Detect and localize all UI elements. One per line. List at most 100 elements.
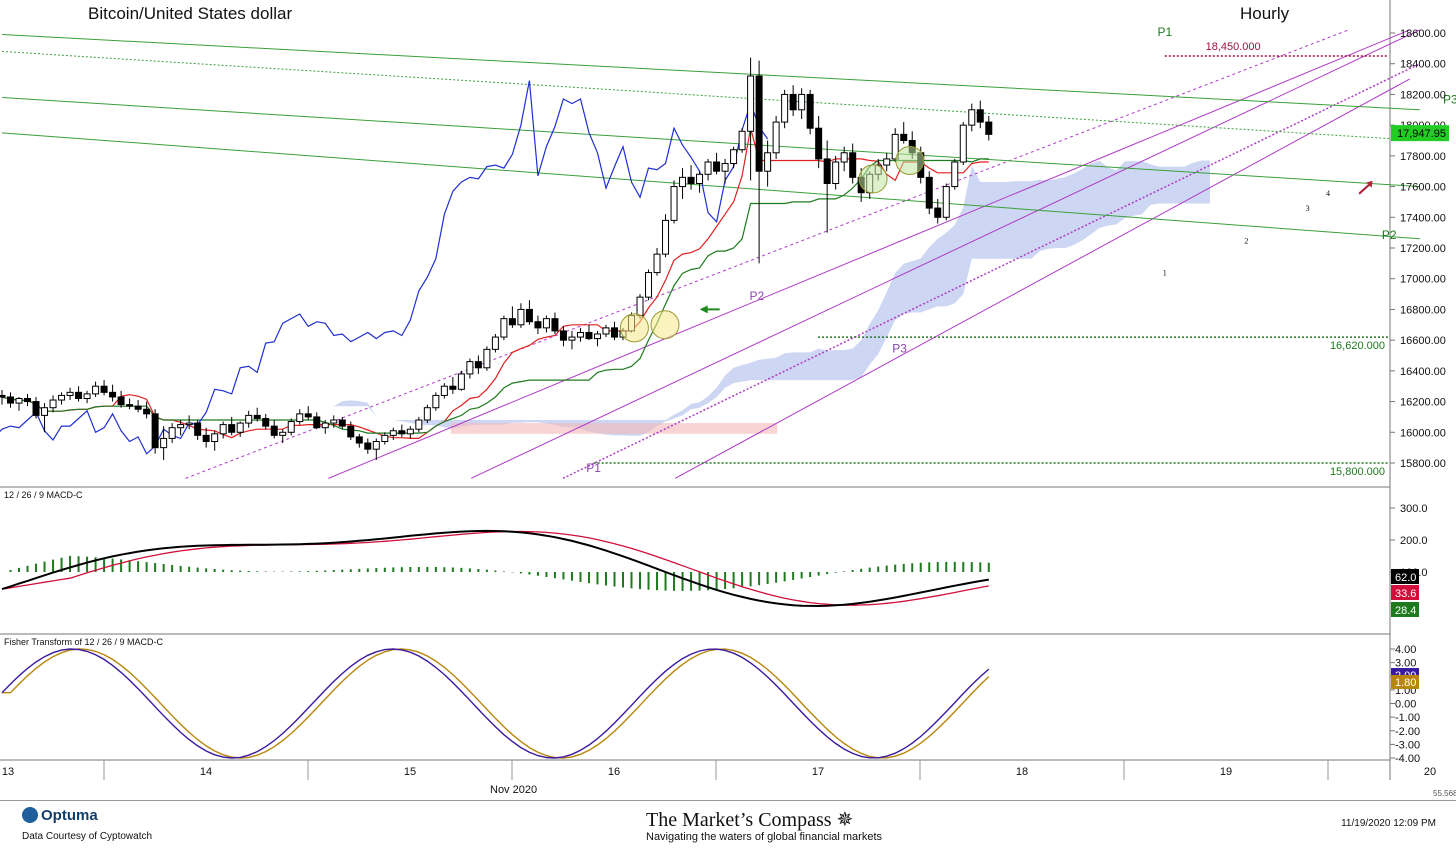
- candle-body: [347, 425, 355, 438]
- candle-body: [185, 422, 193, 426]
- candle-body: [653, 253, 661, 274]
- candle-body: [321, 422, 329, 429]
- candle-body: [542, 318, 550, 329]
- timestamp: 11/19/2020 12:09 PM: [1341, 818, 1436, 829]
- fisher-panel: 4.003.002.001.000.00-1.00-2.00-3.00-4.00…: [1, 644, 1420, 765]
- candle-body: [576, 331, 584, 338]
- macd-value-badge: [1391, 569, 1419, 584]
- data-credit: Data Courtesy of Cyptowatch: [22, 831, 153, 842]
- candle-body: [83, 393, 91, 399]
- candle-body: [610, 327, 618, 338]
- fisher-line: [1, 648, 990, 759]
- candle-body: [202, 434, 210, 443]
- date-label: 14: [200, 766, 212, 778]
- level-label: 16,620.000: [1330, 340, 1385, 352]
- wave-label: 4: [1326, 189, 1330, 198]
- cloud-area: [223, 160, 1210, 436]
- green-fork-upper: [1, 97, 1420, 188]
- candle-body: [330, 419, 338, 424]
- chart-annotations: P1 P2 P3 P1 P2 P3 1 2 3 4: [586, 25, 1456, 475]
- candle-body: [15, 398, 23, 404]
- candle-body: [704, 161, 712, 175]
- pivot-label: P1: [1157, 25, 1172, 39]
- candle-body: [338, 419, 346, 427]
- pivot-label: P1: [586, 461, 601, 475]
- date-label: 18: [1016, 766, 1028, 778]
- green-fork-top: [1, 34, 1420, 111]
- candle-body: [474, 361, 482, 369]
- fisher-tick-label: 3.00: [1395, 658, 1416, 670]
- compass-icon: ✵: [836, 809, 854, 831]
- candle-body: [900, 133, 908, 142]
- candle-body: [296, 413, 304, 423]
- trigger-line: [2, 648, 990, 759]
- price-tick-label: 17800.00: [1400, 151, 1446, 163]
- candle-body: [49, 399, 57, 409]
- date-label: 17: [812, 766, 824, 778]
- candle-body: [381, 434, 389, 443]
- candle-body: [883, 158, 891, 166]
- timeframe-label: Hourly: [1240, 4, 1290, 23]
- candle-body: [959, 124, 967, 163]
- candle-body: [713, 161, 721, 172]
- candle-body: [730, 149, 738, 165]
- candle-body: [772, 121, 780, 154]
- candle-body: [194, 422, 202, 436]
- candle-body: [270, 425, 278, 436]
- last-price-label: 17,947.95: [1397, 128, 1446, 140]
- candle-body: [440, 385, 448, 396]
- candle-body: [160, 437, 168, 449]
- fisher-tick-label: -1.00: [1395, 712, 1420, 724]
- chart-canvas[interactable]: Bitcoin/United States dollar Hourly 18,4…: [0, 0, 1456, 800]
- macd-tick-label: 300.0: [1400, 503, 1428, 515]
- candle-body: [262, 417, 270, 427]
- green-arrow-icon: [699, 305, 720, 314]
- candle-body: [143, 408, 151, 415]
- pivot-label: P3: [892, 341, 907, 355]
- pivot-label: P2: [1382, 228, 1397, 242]
- price-tick-label: 17400.00: [1400, 212, 1446, 224]
- fisher-value-badge: [1391, 674, 1419, 689]
- candle-body: [568, 336, 576, 341]
- candle-body: [696, 173, 704, 185]
- price-tick-label: 17200.00: [1400, 243, 1446, 255]
- price-tick-label: 16800.00: [1400, 304, 1446, 316]
- candle-body: [398, 430, 406, 435]
- fisher-value-label: 1.80: [1395, 677, 1416, 689]
- pivot-label: P3: [1443, 93, 1456, 107]
- footer: Optuma Data Courtesy of Cyptowatch The M…: [0, 800, 1456, 848]
- bearish-cloud-area: [450, 423, 778, 434]
- candle-body: [279, 431, 287, 436]
- optuma-logo: Optuma: [22, 807, 98, 824]
- macd-value-label: 62.0: [1395, 572, 1416, 584]
- pitchfork-lower-outer: [470, 29, 1421, 479]
- candle-body: [66, 391, 74, 396]
- ichimoku-cloud: [223, 160, 1210, 436]
- candle-body: [687, 176, 695, 185]
- macd-value-badge: [1391, 585, 1419, 600]
- candle-body: [364, 442, 372, 450]
- price-tick-label: 18200.00: [1400, 89, 1446, 101]
- pitchfork-median: [562, 63, 1421, 480]
- price-tick-label: 16400.00: [1400, 366, 1446, 378]
- candle-body: [721, 163, 729, 172]
- conversion-line: [1, 128, 989, 439]
- candle-body: [466, 361, 474, 375]
- candle-body: [109, 391, 117, 398]
- candle-body: [636, 296, 644, 317]
- candle-body: [449, 385, 457, 390]
- candle-body: [764, 152, 772, 172]
- candle-body: [738, 130, 746, 151]
- candle-body: [211, 433, 219, 443]
- candle-body: [117, 396, 125, 406]
- macd-value-label: 28.4: [1395, 605, 1416, 617]
- indicator-lines: [0, 80, 989, 455]
- candle-body: [832, 161, 840, 184]
- date-axis: 13 14 15 16 17 18 19 20: [2, 760, 1436, 780]
- candle-body: [389, 430, 397, 436]
- date-label: 16: [608, 766, 620, 778]
- price-tick-label: 18600.00: [1400, 28, 1446, 40]
- candle-body: [747, 75, 755, 132]
- level-label: 18,450.000: [1206, 41, 1261, 53]
